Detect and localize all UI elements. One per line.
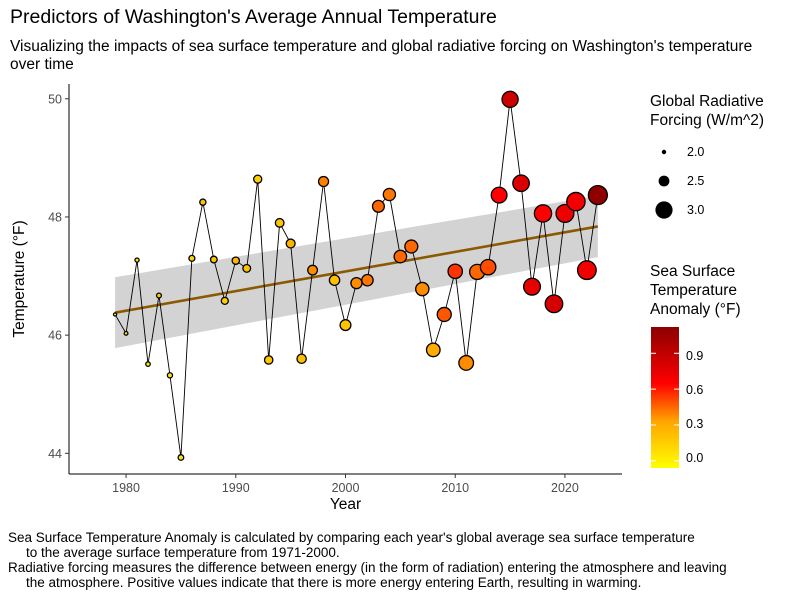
trend-line-segment	[114, 225, 599, 314]
size-legend-title: Global Radiative Forcing (W/m^2)	[650, 92, 764, 130]
data-point-1992	[253, 174, 263, 184]
data-point-1983	[155, 292, 163, 299]
data-point-2000	[339, 319, 352, 332]
data-point-1998	[317, 175, 330, 188]
data-point-1984	[166, 372, 174, 379]
caption-line-1a: Sea Surface Temperature Anomaly is calcu…	[8, 530, 695, 545]
size-legend-title-line2: Forcing (W/m^2)	[650, 112, 765, 129]
legends	[651, 149, 679, 468]
x-tick-label-1980: 1980	[112, 481, 140, 495]
data-point-2014	[490, 186, 508, 204]
data-point-1991	[242, 263, 252, 273]
size-legend-label-2-5: 2.5	[687, 174, 705, 188]
size-legend-key-0	[661, 149, 667, 155]
size-legend-key-2	[655, 201, 673, 219]
data-point-1988	[209, 255, 218, 264]
color-legend-label-0-6: 0.6	[686, 383, 704, 397]
data-point-2023	[587, 184, 608, 206]
size-legend-label-2-0: 2.0	[687, 145, 705, 159]
color-legend-title-line3: Anomaly (°F)	[650, 301, 741, 318]
x-tick-label-1990: 1990	[222, 481, 250, 495]
data-points	[112, 90, 608, 461]
caption: Sea Surface Temperature Anomaly is calcu…	[8, 530, 795, 590]
x-tick-label-2020: 2020	[551, 481, 579, 495]
y-tick-label-44: 44	[48, 447, 62, 461]
data-point-1994	[274, 217, 285, 228]
trend-line	[114, 225, 599, 314]
color-legend-label-0-3: 0.3	[686, 417, 704, 431]
data-point-2003	[371, 199, 385, 213]
data-point-1979	[112, 312, 118, 317]
data-point-2017	[522, 277, 542, 296]
x-axis-title: Year	[330, 496, 361, 513]
caption-line-1b: to the average surface temperature from …	[26, 545, 340, 560]
size-legend-label-3-0: 3.0	[687, 203, 705, 217]
y-axis-title: Temperature (°F)	[11, 220, 28, 337]
data-point-2011	[458, 354, 475, 371]
data-point-1982	[145, 361, 151, 367]
data-point-1990	[231, 256, 241, 265]
y-tick-label-48: 48	[48, 210, 62, 224]
data-point-2004	[382, 187, 397, 202]
data-point-2008	[425, 342, 441, 358]
color-legend-label-0-0: 0.0	[686, 451, 704, 465]
data-point-2019	[544, 294, 564, 314]
color-legend-title-line1: Sea Surface	[650, 263, 736, 280]
data-point-1986	[188, 254, 196, 262]
confidence-band	[115, 195, 598, 349]
data-point-2005	[393, 249, 408, 264]
color-legend-title-line2: Temperature	[650, 282, 738, 299]
data-point-1981	[134, 257, 140, 263]
y-tick-label-50: 50	[48, 92, 62, 106]
confidence-ribbon	[115, 195, 598, 349]
data-point-1987	[199, 198, 207, 206]
color-legend-title: Sea Surface Temperature Anomaly (°F)	[650, 262, 741, 319]
data-point-2006	[404, 239, 419, 254]
size-legend-key-1	[658, 175, 670, 187]
data-point-2009	[436, 306, 452, 323]
data-point-2002	[361, 273, 374, 287]
data-point-1989	[220, 296, 229, 306]
data-point-2021	[566, 191, 586, 212]
data-point-2016	[512, 174, 530, 193]
data-point-2001	[350, 276, 363, 290]
x-tick-label-2010: 2010	[441, 481, 469, 495]
data-point-1999	[328, 274, 341, 286]
caption-line-2a: Radiative forcing measures the differenc…	[8, 560, 727, 575]
data-point-1985	[177, 454, 185, 461]
caption-line-2b: the atmosphere. Positive values indicate…	[26, 575, 642, 590]
data-point-2022	[576, 260, 597, 281]
data-point-1997	[307, 264, 319, 276]
data-point-2015	[501, 90, 519, 109]
size-legend-title-line1: Global Radiative	[650, 93, 764, 110]
x-tick-label-2000: 2000	[332, 481, 360, 495]
data-point-2013	[479, 258, 497, 276]
data-point-1996	[296, 353, 307, 365]
data-point-1980	[123, 330, 129, 336]
color-legend-label-0-9: 0.9	[686, 349, 704, 363]
chart-subtitle: Visualizing the impacts of sea surface t…	[10, 38, 753, 73]
data-point-1995	[285, 238, 296, 249]
color-scale-bar	[651, 327, 679, 468]
chart-title: Predictors of Washington's Average Annua…	[10, 6, 497, 28]
data-point-1993	[263, 355, 274, 365]
data-point-2018	[533, 204, 553, 223]
axes: 1980 1990 2000 2010 2020 44 46 48 50 Year Temperat…	[11, 84, 622, 513]
data-point-2007	[415, 281, 430, 297]
y-tick-label-46: 46	[48, 329, 62, 343]
data-point-2010	[447, 263, 464, 280]
